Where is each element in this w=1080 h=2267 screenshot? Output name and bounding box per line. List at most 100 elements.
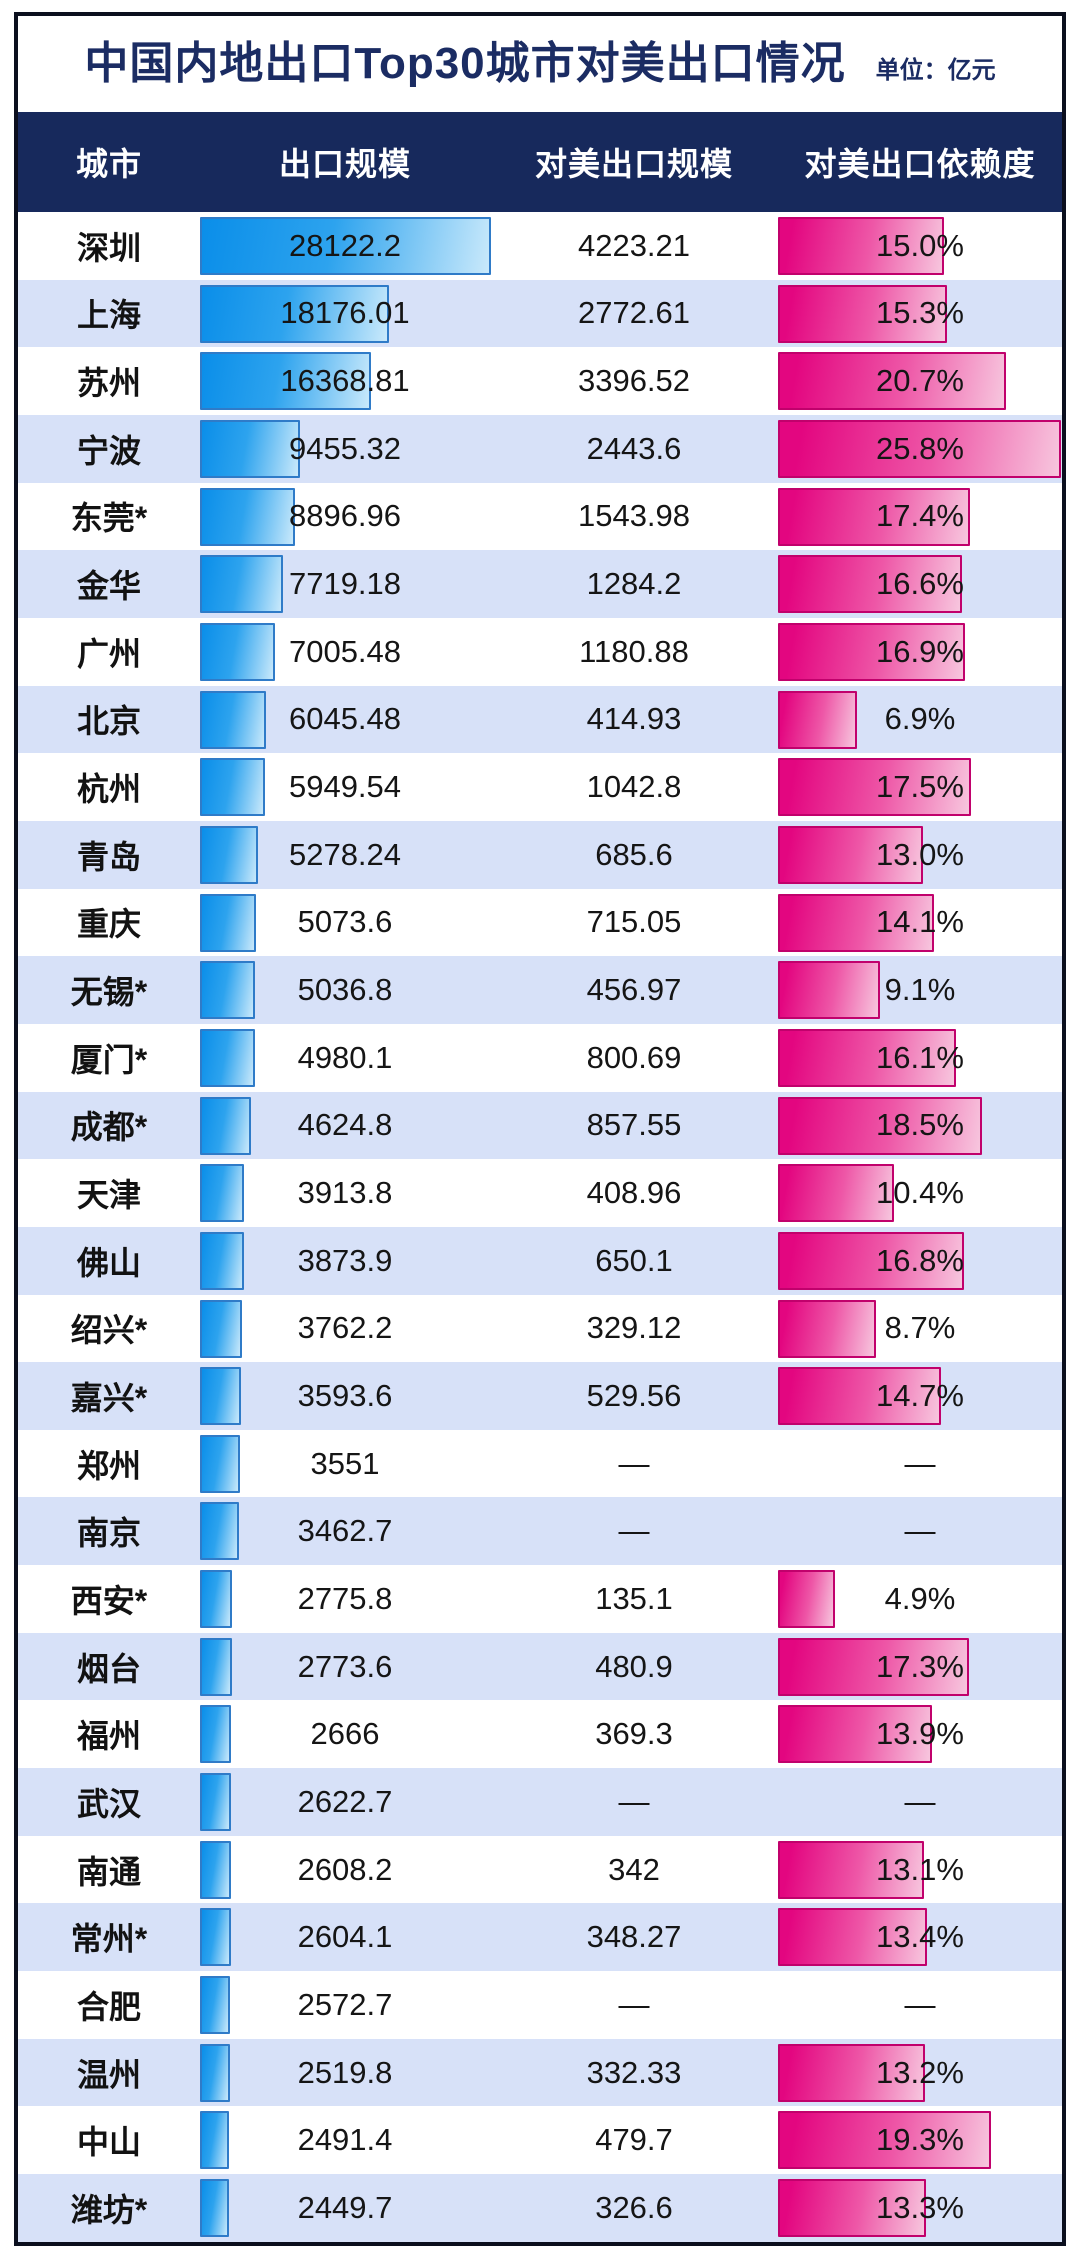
export-value: 4980.1 [297, 1039, 393, 1075]
dependency-value: 16.1% [876, 1039, 964, 1075]
city-label: 金华 [76, 568, 141, 605]
export-value: 2773.6 [297, 1648, 393, 1684]
table-row: 金华 7719.18 1284.2 16.6% [18, 550, 1062, 618]
us-export-value: 456.97 [586, 972, 682, 1008]
table-row: 广州 7005.48 1180.88 16.9% [18, 618, 1062, 686]
export-value: 3762.2 [297, 1310, 393, 1346]
dependency-value: — [904, 1513, 936, 1549]
export-bar [200, 555, 283, 614]
city-label: 南通 [76, 1853, 141, 1890]
export-value: 5073.6 [297, 904, 393, 940]
dependency-bar [778, 2179, 926, 2238]
dependency-value: 13.0% [876, 836, 964, 872]
dependency-bar [778, 1840, 924, 1899]
export-bar [200, 758, 265, 817]
us-export-value: 715.05 [586, 904, 682, 940]
dependency-value: — [904, 1783, 936, 1819]
dependency-value: 4.9% [884, 1580, 956, 1616]
export-value: 28122.2 [288, 227, 402, 263]
export-value: 7719.18 [288, 566, 402, 602]
table-row: 厦门* 4980.1 800.69 16.1% [18, 1024, 1062, 1092]
us-export-value: 408.96 [586, 1175, 682, 1211]
dependency-value: 16.9% [876, 633, 964, 669]
export-bar [200, 487, 295, 546]
export-bar [200, 1705, 232, 1764]
dependency-bar [778, 1096, 983, 1155]
dependency-value: 15.0% [876, 227, 964, 263]
city-label: 常州* [70, 1921, 148, 1958]
dependency-value: 16.8% [876, 1242, 964, 1278]
us-export-value: 1543.98 [577, 498, 691, 534]
export-value: 5949.54 [288, 769, 402, 805]
dependency-bar [778, 2111, 991, 2170]
us-export-value: 1180.88 [579, 633, 689, 669]
export-bar [200, 1434, 241, 1493]
table-row: 西安* 2775.8 135.1 4.9% [18, 1565, 1062, 1633]
table-row: 中山 2491.4 479.7 19.3% [18, 2106, 1062, 2174]
us-export-value: 529.56 [586, 1377, 682, 1413]
export-bar [200, 2043, 230, 2102]
export-value: 7005.48 [288, 633, 402, 669]
table-row: 温州 2519.8 332.33 13.2% [18, 2038, 1062, 2107]
dependency-value: 14.1% [876, 904, 964, 940]
dependency-value: 17.4% [876, 498, 964, 534]
city-label: 佛山 [76, 1244, 141, 1281]
dependency-value: 13.9% [876, 1716, 964, 1752]
dependency-value: 14.7% [876, 1377, 964, 1413]
city-label: 温州 [76, 2056, 141, 2093]
title-bar: 中国内地出口Top30城市对美出口情况 单位：亿元 [18, 16, 1062, 112]
us-export-value: 348.27 [586, 1919, 682, 1955]
table-row: 苏州 16368.81 3396.52 20.7% [18, 347, 1062, 415]
export-bar [200, 1502, 240, 1561]
dependency-value: 19.3% [876, 2122, 964, 2158]
city-label: 深圳 [76, 229, 141, 266]
table-row: 合肥 2572.7 — — [18, 1971, 1062, 2039]
export-bar [200, 1637, 233, 1696]
export-value: 2449.7 [297, 2189, 393, 2225]
export-value: 3873.9 [297, 1242, 393, 1278]
table-row: 福州 2666 369.3 13.9% [18, 1700, 1062, 1768]
export-value: 2604.1 [297, 1919, 393, 1955]
dependency-bar [778, 1367, 941, 1426]
us-export-value: — [618, 1986, 650, 2022]
export-bar [200, 961, 256, 1020]
city-label: 烟台 [76, 1650, 141, 1687]
dependency-value: 9.1% [884, 972, 956, 1008]
dependency-value: 17.5% [876, 769, 964, 805]
dependency-bar [778, 352, 1006, 411]
table-body: 深圳 28122.2 4223.21 15.0% 上海 18176.01 277… [18, 212, 1062, 2242]
table-row: 上海 18176.01 2772.61 15.3% [18, 279, 1062, 348]
table-row: 东莞* 8896.96 1543.98 17.4% [18, 483, 1062, 551]
export-bar [200, 1299, 243, 1358]
dependency-bar [778, 1164, 895, 1223]
us-export-value: 3396.52 [577, 363, 691, 399]
city-label: 广州 [76, 635, 141, 672]
dependency-value: 13.1% [876, 1851, 964, 1887]
table-row: 绍兴* 3762.2 329.12 8.7% [18, 1295, 1062, 1363]
dependency-bar [778, 1570, 835, 1629]
us-export-value: 326.6 [595, 2189, 673, 2225]
us-export-value: 342 [608, 1851, 660, 1887]
table-row: 潍坊* 2449.7 326.6 13.3% [18, 2174, 1062, 2242]
export-value: 5036.8 [297, 972, 393, 1008]
city-label: 南京 [76, 1515, 141, 1552]
city-label: 福州 [76, 1718, 141, 1755]
us-export-value: 1042.8 [586, 769, 682, 805]
table-row: 宁波 9455.32 2443.6 25.8% [18, 414, 1062, 483]
us-export-value: 800.69 [586, 1039, 682, 1075]
city-label: 厦门* [70, 1041, 148, 1078]
unit-label: 单位：亿元 [875, 57, 996, 84]
dependency-bar [778, 893, 935, 952]
export-value: 16368.81 [280, 363, 410, 399]
table-row: 北京 6045.48 414.93 6.9% [18, 685, 1062, 754]
city-label: 合肥 [76, 1988, 141, 2025]
city-label: 无锡* [70, 974, 148, 1011]
table-row: 南京 3462.7 — — [18, 1497, 1062, 1566]
export-value: 2572.7 [297, 1986, 393, 2022]
us-export-value: 369.3 [595, 1716, 673, 1752]
export-bar [200, 1976, 231, 2035]
us-export-value: 685.6 [595, 836, 673, 872]
export-value: 3593.6 [297, 1377, 393, 1413]
us-export-value: 650.1 [595, 1242, 673, 1278]
export-bar [200, 1773, 231, 1832]
